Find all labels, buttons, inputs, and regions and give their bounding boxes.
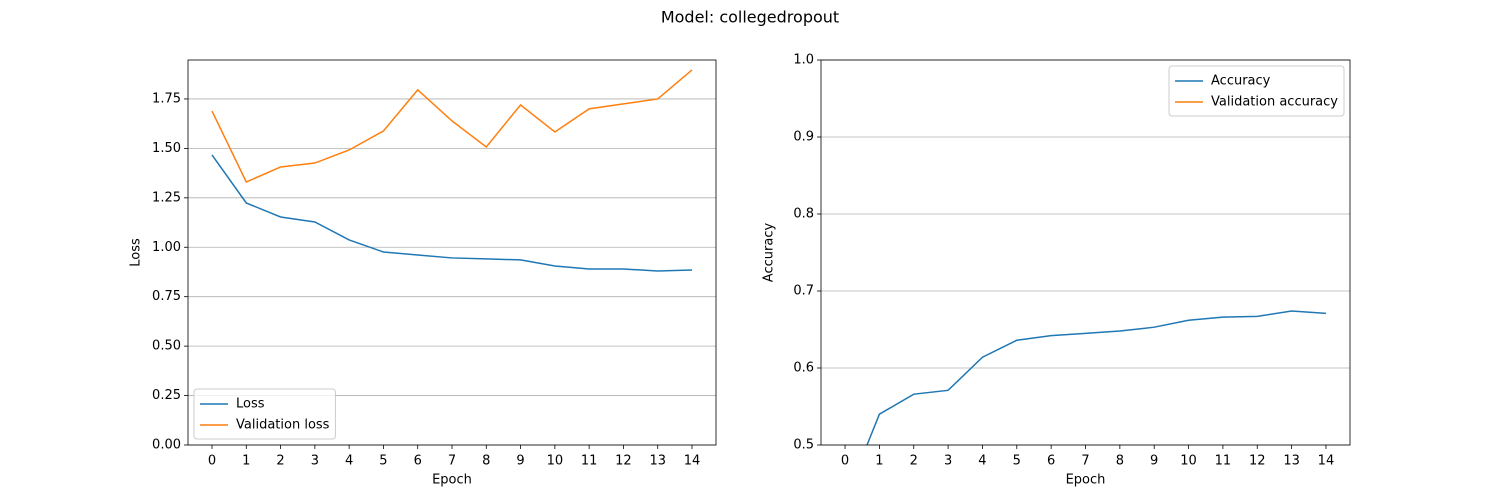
x-tick-label: 8 [1116,454,1124,469]
legend-box [1168,65,1345,117]
x-tick-label: 9 [516,454,524,469]
x-tick-label: 11 [581,454,598,469]
legend: Loss Validation loss [193,388,336,440]
x-tick-label: 11 [1215,454,1232,469]
x-tick-label: 0 [208,454,216,469]
legend-box [193,388,336,440]
x-tick-label: 7 [448,454,456,469]
axes-frame [820,59,1351,446]
y-tick-label: 0.75 [152,289,181,304]
x-tick-label: 0 [841,454,849,469]
y-axis-label: Accuracy [762,223,777,283]
y-tick-label: 0.25 [152,388,181,403]
x-tick-label: 13 [649,454,666,469]
x-tick-label: 12 [1249,454,1266,469]
x-tick-label: 12 [615,454,632,469]
line [211,69,693,183]
x-tick-label: 2 [910,454,918,469]
x-tick-label: 7 [1081,454,1089,469]
x-axis-label: Epoch [432,473,472,488]
y-tick-label: 0.6 [793,361,814,376]
legend-label: Validation loss [236,418,330,433]
y-tick-label: 1.00 [152,240,181,255]
x-tick-label: 10 [1180,454,1197,469]
x-tick-label: 5 [1013,454,1021,469]
x-tick-label: 9 [1150,454,1158,469]
y-tick-label: 0.00 [152,438,181,453]
y-tick-label: 0.50 [152,339,181,354]
y-tick-label: 0.5 [793,438,814,453]
x-axis-label: Epoch [1066,473,1106,488]
x-tick-label: 1 [875,454,883,469]
line [211,154,693,272]
legend-label: Loss [236,397,265,412]
x-tick-label: 10 [547,454,564,469]
legend-label: Accuracy [1211,74,1271,89]
axes: 0.50.60.70.80.91.00 1 2 3 4 5 6 7 8 9 10 11 12 13 14Ep… [762,53,1351,488]
y-tick-label: 0.9 [793,130,814,145]
axes-frame [187,59,717,446]
x-tick-label: 1 [242,454,250,469]
y-tick-label: 1.75 [152,91,181,106]
y-tick-label: 1.0 [793,53,814,68]
legend: Accuracy Validation accuracy [1168,65,1345,117]
x-tick-label: 2 [276,454,284,469]
x-tick-label: 14 [684,454,701,469]
x-tick-label: 3 [944,454,952,469]
x-tick-label: 6 [414,454,422,469]
axes: 0.000.250.500.751.001.251.501.750 1 2 3 4 5 6 7… [129,59,717,488]
x-tick-label: 6 [1047,454,1055,469]
y-axis-label: Loss [129,238,144,267]
figure-title: Model: collegedropout [661,8,839,27]
x-tick-label: 3 [311,454,319,469]
line [866,310,1327,445]
y-tick-label: 1.50 [152,141,181,156]
x-tick-label: 8 [482,454,490,469]
legend-label: Validation accuracy [1211,95,1338,110]
y-tick-label: 1.25 [152,190,181,205]
x-tick-label: 13 [1283,454,1300,469]
y-tick-label: 0.8 [793,207,814,222]
x-tick-label: 4 [978,454,986,469]
x-tick-label: 5 [379,454,387,469]
x-tick-label: 14 [1318,454,1335,469]
y-tick-label: 0.7 [793,284,814,299]
x-tick-label: 4 [345,454,353,469]
